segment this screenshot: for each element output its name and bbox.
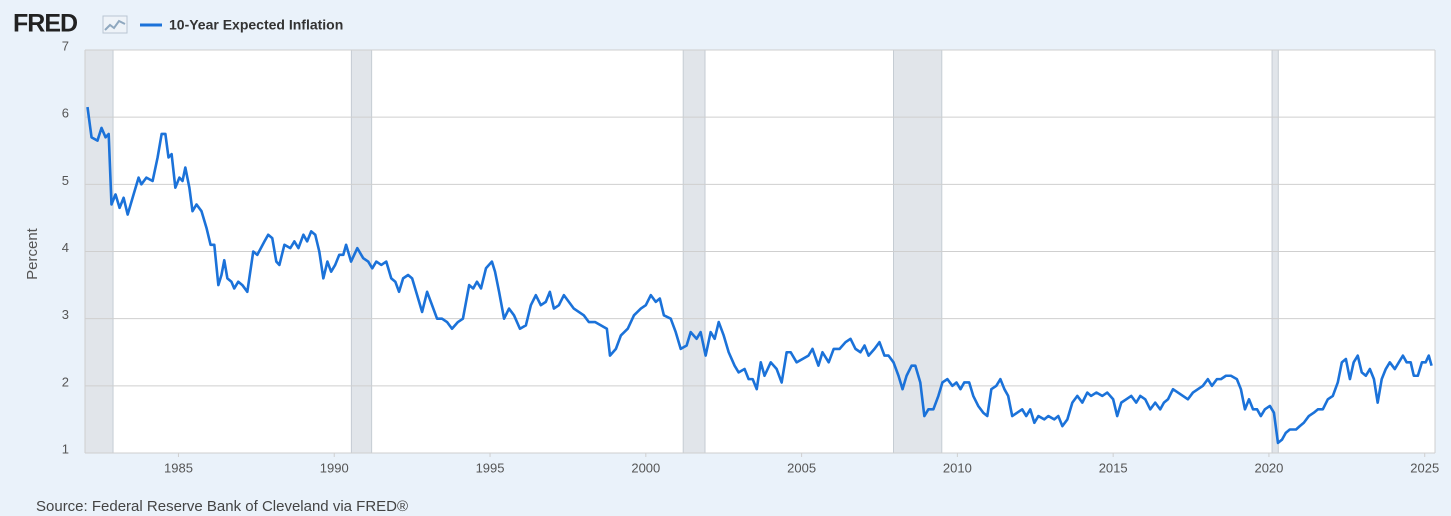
y-tick-label: 6 [62, 106, 69, 121]
y-tick-label: 3 [62, 307, 69, 322]
source-note: Source: Federal Reserve Bank of Clevelan… [36, 498, 408, 515]
y-axis-title: Percent [24, 227, 41, 280]
grid-layer [84, 49, 1436, 457]
x-tick-label: 2000 [631, 460, 660, 475]
x-tick-label: 1985 [164, 460, 193, 475]
legend-label: 10-Year Expected Inflation [169, 17, 343, 33]
x-tick-label: 2010 [943, 460, 972, 475]
series-layer [86, 106, 1433, 445]
x-tick-label: 1990 [320, 460, 349, 475]
y-tick-label: 5 [62, 173, 69, 188]
x-tick-label: 2025 [1410, 460, 1439, 475]
x-tick-label: 2020 [1254, 460, 1283, 475]
logo-icon [102, 15, 128, 34]
logo: FRED [13, 10, 77, 38]
x-tick-label: 2005 [787, 460, 816, 475]
x-tick-label: 2015 [1099, 460, 1128, 475]
label-layer: 1 2 3 4 5 6 7 1985 1990 1995 2000 2005 2010 2015 2020 2… [62, 38, 1439, 475]
y-tick-label: 2 [62, 374, 69, 389]
y-tick-label: 1 [62, 441, 69, 456]
x-tick-label: 1995 [476, 460, 505, 475]
series-line [86, 106, 1433, 445]
y-tick-label: 4 [62, 240, 69, 255]
y-tick-label: 7 [62, 38, 69, 53]
